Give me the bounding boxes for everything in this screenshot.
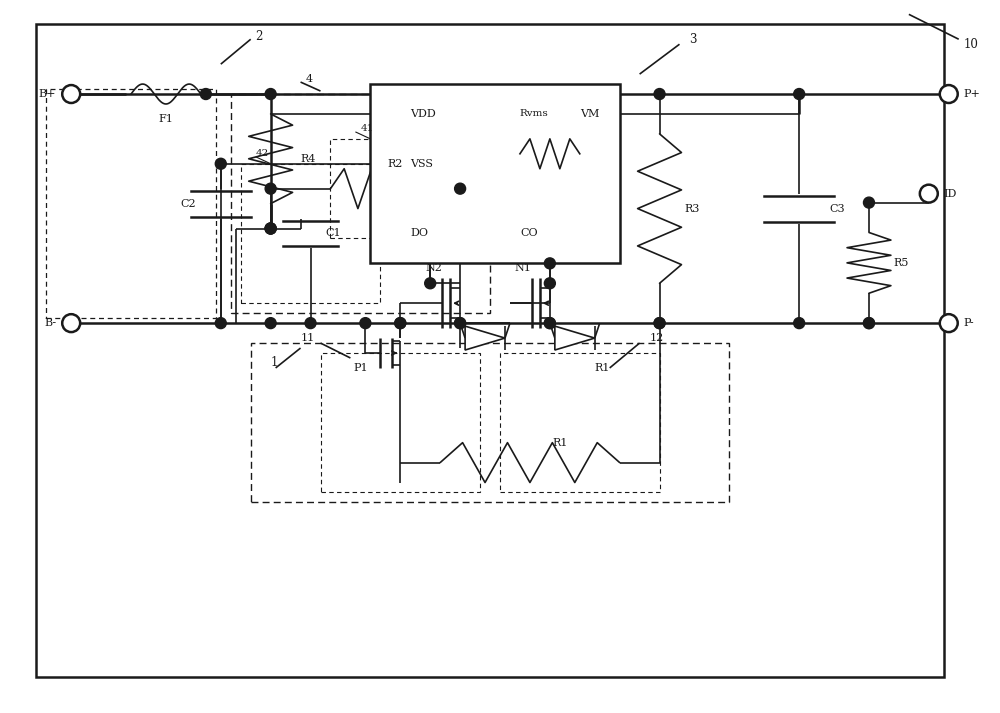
Text: Rvms: Rvms [520, 110, 549, 118]
Circle shape [794, 318, 805, 329]
Circle shape [920, 185, 938, 202]
Circle shape [544, 318, 555, 329]
Text: B+: B+ [39, 89, 56, 99]
Circle shape [863, 197, 874, 208]
Circle shape [360, 318, 371, 329]
Circle shape [265, 223, 276, 234]
Circle shape [940, 314, 958, 332]
Circle shape [794, 88, 805, 100]
Text: 42: 42 [256, 149, 269, 158]
Circle shape [215, 318, 226, 329]
Text: N2: N2 [425, 263, 442, 273]
Text: 4: 4 [306, 74, 313, 84]
Circle shape [265, 318, 276, 329]
Circle shape [455, 183, 466, 194]
Bar [370, 84, 620, 263]
Circle shape [455, 318, 466, 329]
Text: C1: C1 [325, 228, 341, 238]
Text: 41: 41 [360, 124, 374, 133]
Text: VDD: VDD [410, 109, 436, 119]
Text: C2: C2 [180, 199, 196, 209]
Circle shape [265, 223, 276, 234]
Text: R5: R5 [894, 258, 909, 268]
Circle shape [863, 318, 874, 329]
Bar [241, 164, 380, 303]
Text: 11: 11 [301, 333, 315, 343]
Circle shape [305, 318, 316, 329]
Circle shape [265, 223, 276, 234]
Text: P1: P1 [353, 363, 368, 373]
Text: N1: N1 [515, 263, 532, 273]
Circle shape [654, 88, 665, 100]
Circle shape [544, 258, 555, 269]
Circle shape [215, 158, 226, 169]
Circle shape [265, 88, 276, 100]
Text: R1: R1 [594, 363, 610, 373]
Text: 12: 12 [650, 333, 664, 343]
Text: 3: 3 [689, 33, 697, 46]
Text: DO: DO [410, 228, 428, 238]
Text: ID: ID [944, 189, 957, 199]
Circle shape [455, 318, 466, 329]
Text: VM: VM [580, 109, 599, 119]
Bar [231, 94, 490, 313]
Text: P-: P- [964, 318, 974, 328]
Circle shape [544, 318, 555, 329]
Text: 1: 1 [271, 356, 278, 369]
Text: VSS: VSS [410, 159, 433, 169]
Bar [320, 353, 480, 493]
Text: C3: C3 [829, 204, 845, 214]
Circle shape [395, 318, 406, 329]
Circle shape [654, 318, 665, 329]
Circle shape [200, 88, 211, 100]
Text: B-: B- [44, 318, 56, 328]
Circle shape [62, 85, 80, 103]
Bar [251, 343, 729, 503]
Bar [46, 89, 216, 318]
Polygon shape [555, 326, 595, 350]
Text: R1: R1 [552, 438, 568, 448]
Text: F1: F1 [158, 114, 173, 124]
Text: 10: 10 [964, 38, 979, 51]
Text: R3: R3 [684, 204, 700, 214]
Circle shape [863, 318, 874, 329]
Text: R4: R4 [301, 154, 316, 164]
Circle shape [62, 314, 80, 332]
Circle shape [265, 183, 276, 194]
Circle shape [425, 278, 436, 289]
Bar [500, 353, 660, 493]
Text: R2: R2 [388, 159, 403, 169]
Text: 2: 2 [256, 30, 263, 43]
Polygon shape [465, 326, 505, 350]
Text: CO: CO [520, 228, 538, 238]
Text: P+: P+ [964, 89, 981, 99]
Circle shape [940, 85, 958, 103]
Bar [330, 139, 490, 238]
Circle shape [395, 318, 406, 329]
Circle shape [544, 278, 555, 289]
Circle shape [654, 318, 665, 329]
